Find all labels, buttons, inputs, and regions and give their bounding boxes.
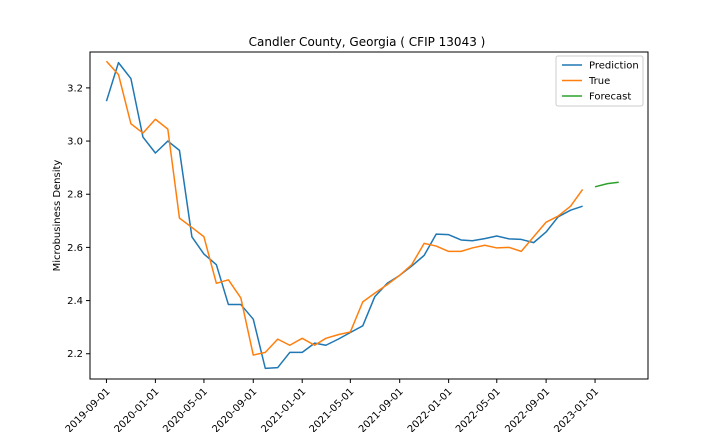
y-tick-label: 3.0 [67,137,83,148]
legend-box [555,55,644,107]
y-tick-label: 2.8 [67,190,83,201]
series-line-prediction [105,61,583,370]
y-tick-label: 2.4 [67,296,83,307]
legend: Prediction True Forecast [555,55,644,107]
y-tick-label: 3.2 [67,83,83,94]
plot-frame [89,51,649,380]
legend-label-forecast: Forecast [589,92,631,103]
legend-label-true: True [588,76,610,87]
series-layer [105,60,619,370]
legend-label-prediction: Prediction [589,61,639,72]
chart-title: Candler County, Georgia ( CFIP 13043 ) [249,35,486,49]
y-axis-label: Microbusiness Density [52,160,63,272]
y-tick-label: 2.6 [67,243,83,254]
y-axis: 2.2 2.4 2.6 2.8 3.0 3.2 [67,83,90,360]
series-line-true [105,60,584,356]
y-tick-label: 2.2 [67,349,83,360]
series-line-forecast [594,181,619,188]
plot-area [89,51,649,380]
